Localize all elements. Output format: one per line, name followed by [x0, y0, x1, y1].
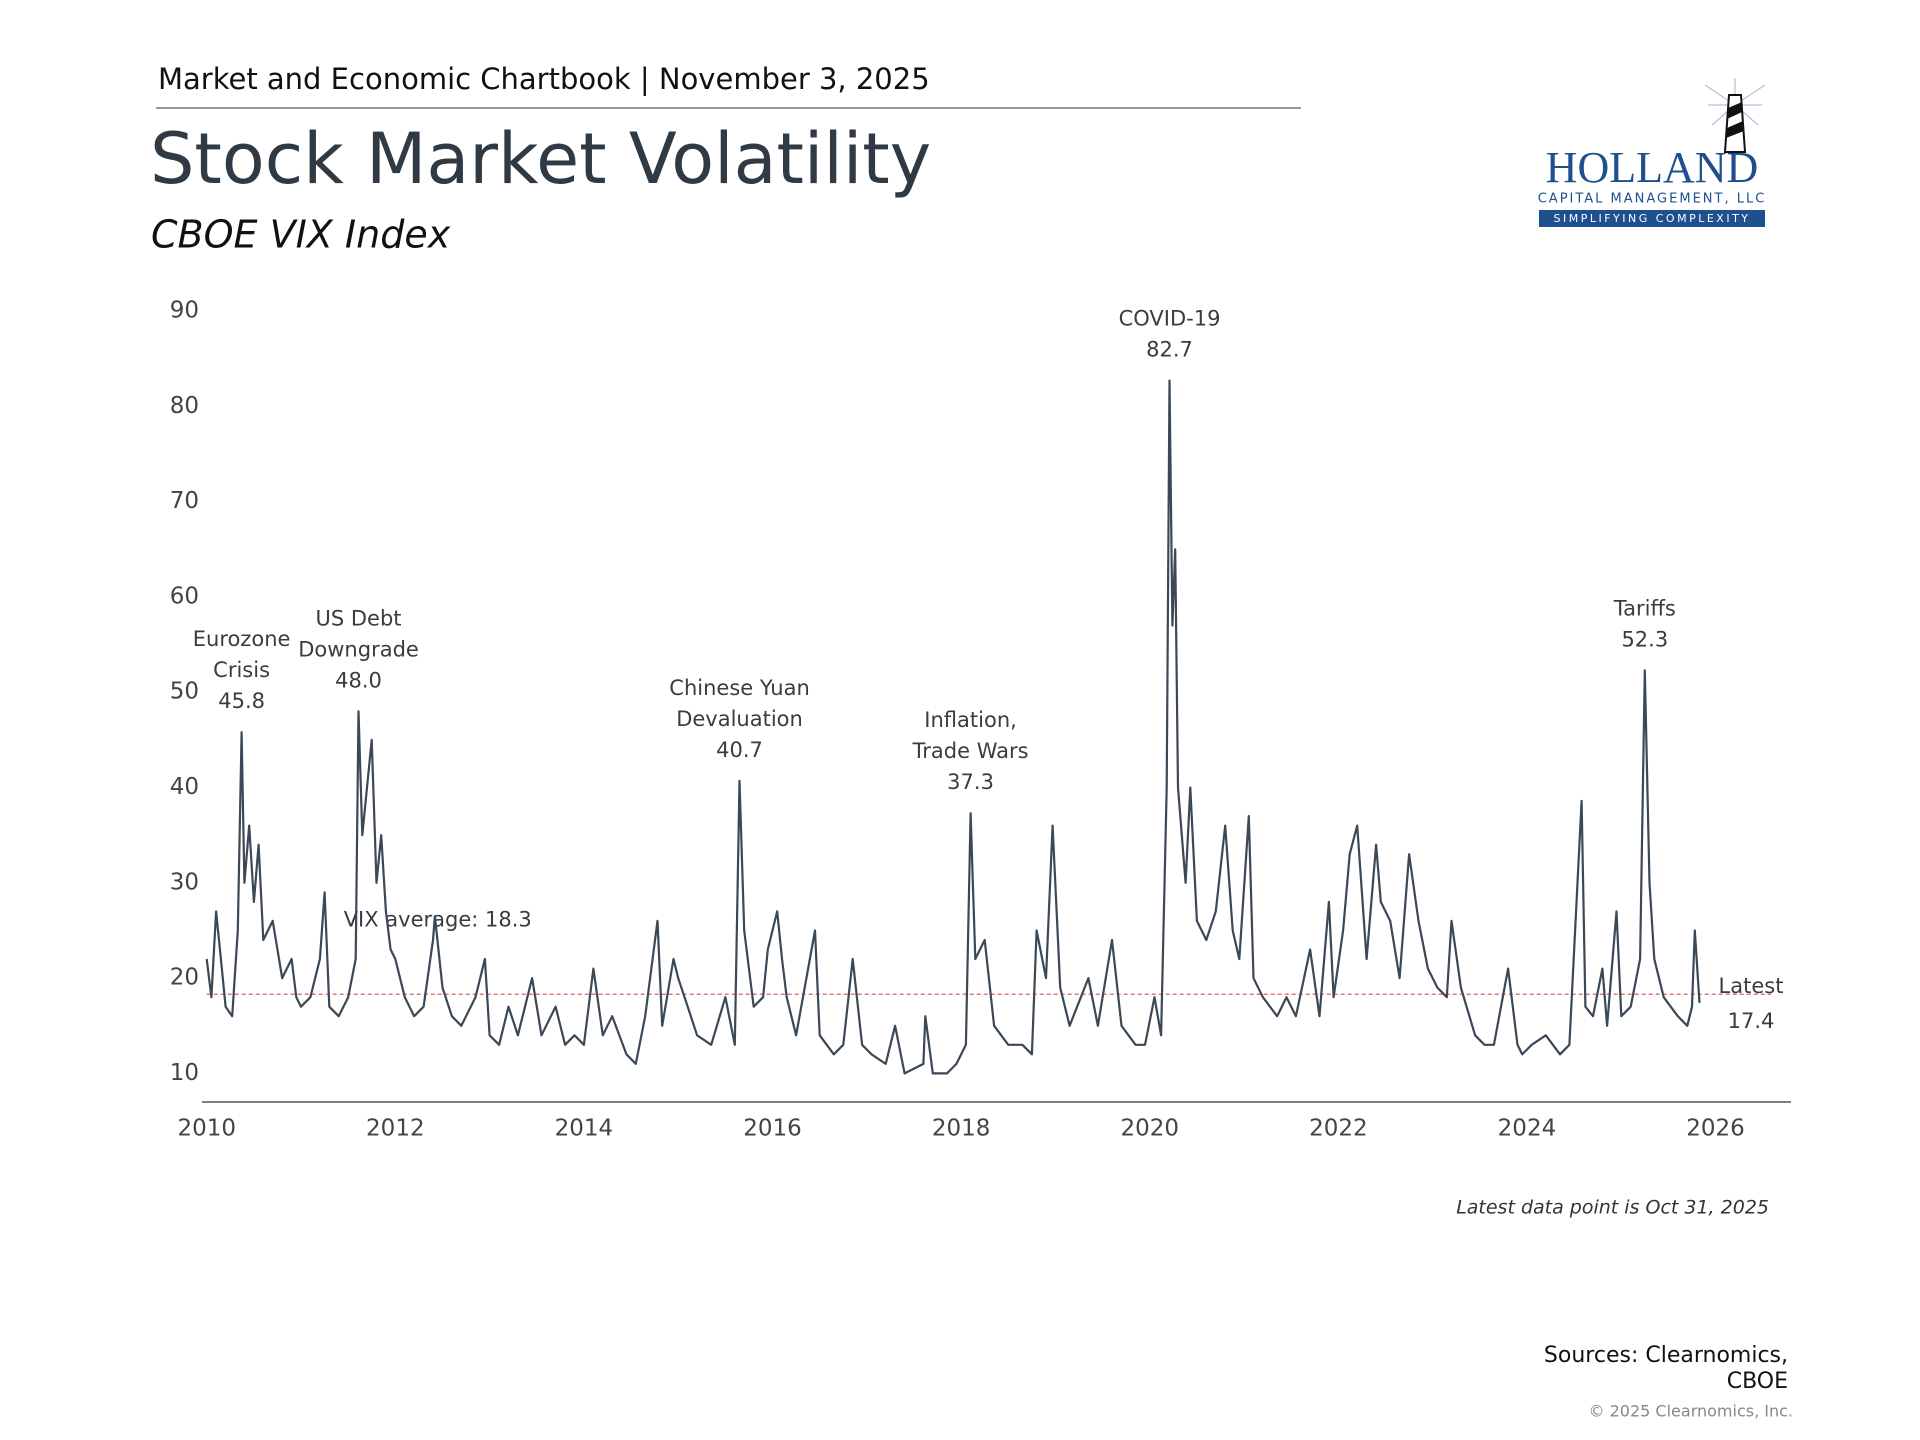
x-tick-label: 2018 — [932, 1116, 991, 1142]
sources: Sources: Clearnomics, — [1544, 1343, 1788, 1368]
y-tick-label: 90 — [170, 298, 199, 324]
chart-title: Stock Market Volatility — [150, 118, 931, 200]
x-tick-label: 2016 — [743, 1116, 802, 1142]
x-tick-label: 2010 — [177, 1116, 236, 1142]
logo-band — [1539, 210, 1765, 227]
annotation-label: US Debt — [316, 606, 402, 630]
x-tick-label: 2014 — [555, 1116, 614, 1142]
x-tick-label: 2022 — [1309, 1116, 1368, 1142]
x-tick-label: 2026 — [1686, 1116, 1745, 1142]
vix-line — [205, 379, 1701, 1075]
annotation-label: Eurozone — [193, 627, 291, 651]
logo-subname: CAPITAL MANAGEMENT, LLC — [1538, 192, 1767, 207]
y-tick-label: 70 — [170, 488, 199, 514]
logo-stripe — [1727, 102, 1742, 119]
note: Latest data point is Oct 31, 2025 — [1456, 1197, 1769, 1219]
x-tick-label: 2020 — [1120, 1116, 1179, 1142]
latest-label: Latest — [1719, 974, 1784, 998]
y-tick-label: 30 — [170, 869, 199, 895]
annotation-label: Chinese Yuan — [669, 676, 809, 700]
annotation-value: 52.3 — [1621, 627, 1668, 651]
latest-value: 17.4 — [1728, 1009, 1775, 1033]
annotation-value: 82.7 — [1146, 338, 1193, 362]
annotation-label: Crisis — [213, 658, 270, 682]
annotation-value: 37.3 — [947, 770, 994, 794]
copyright: © 2025 Clearnomics, Inc. — [1589, 1402, 1793, 1421]
average-label: VIX average: 18.3 — [344, 907, 532, 931]
annotation-label: Tariffs — [1613, 596, 1676, 620]
y-tick-label: 60 — [170, 583, 199, 609]
x-tick-label: 2012 — [366, 1116, 425, 1142]
logo: HOLLAND CAPITAL MANAGEMENT, LLC SIMPLIFY… — [1538, 78, 1767, 227]
logo-name: HOLLAND — [1546, 143, 1759, 192]
y-tick-label: 20 — [170, 965, 199, 991]
annotation-value: 48.0 — [335, 668, 382, 692]
header: Market and Economic Chartbook | November… — [158, 62, 930, 96]
sources: CBOE — [1727, 1369, 1788, 1394]
chart-subtitle: CBOE VIX Index — [151, 213, 451, 257]
annotation-value: 40.7 — [716, 738, 763, 762]
annotation-label: Inflation, — [924, 708, 1017, 732]
logo-stripe — [1726, 121, 1744, 138]
y-tick-label: 80 — [170, 393, 199, 419]
annotation-value: 45.8 — [218, 689, 265, 713]
annotation-label: Devaluation — [676, 707, 803, 731]
annotation-label: COVID-19 — [1119, 307, 1221, 331]
y-tick-label: 40 — [170, 774, 199, 800]
y-tick-label: 50 — [170, 679, 199, 705]
annotation-label: Downgrade — [298, 637, 419, 661]
logo-tagline: SIMPLIFYING COMPLEXITY — [1553, 212, 1750, 225]
annotation-label: Trade Wars — [912, 739, 1029, 763]
y-tick-label: 10 — [170, 1060, 199, 1086]
x-tick-label: 2024 — [1498, 1116, 1557, 1142]
